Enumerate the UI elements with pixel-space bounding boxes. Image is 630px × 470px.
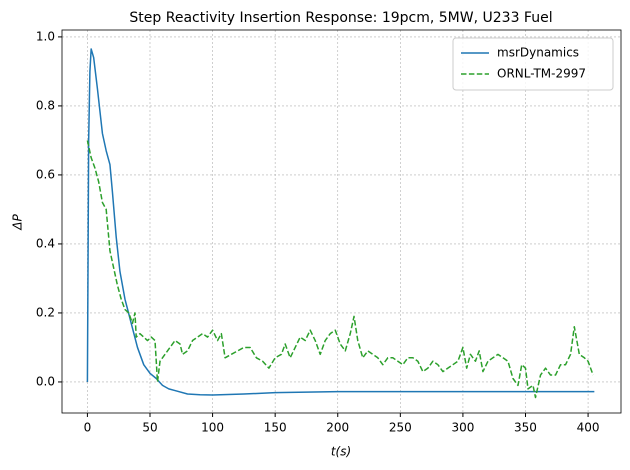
- y-tick-label: 0.6: [36, 167, 55, 181]
- y-tick-label: 0.2: [36, 305, 55, 319]
- x-axis-label: t(s): [331, 445, 351, 459]
- x-tick-label: 400: [577, 421, 600, 435]
- x-tick-label: 0: [84, 421, 92, 435]
- x-tick-label: 350: [514, 421, 537, 435]
- data-line: [86, 48, 595, 396]
- x-tick-label: 100: [201, 421, 224, 435]
- chart-title: Step Reactivity Insertion Response: 19pc…: [129, 10, 552, 26]
- plot-frame: [61, 29, 622, 414]
- x-tick-label: 200: [326, 421, 349, 435]
- y-tick-label: 1.0: [36, 29, 55, 43]
- y-tick-label: 0.0: [36, 374, 55, 388]
- x-tick-label: 250: [389, 421, 412, 435]
- y-tick-label: 0.8: [36, 98, 55, 112]
- legend: msrDynamics ORNL-TM-2997: [452, 37, 614, 91]
- y-tick-label: 0.4: [36, 236, 55, 250]
- x-tick-label: 50: [142, 421, 157, 435]
- legend-label: msrDynamics: [497, 46, 579, 60]
- legend-label: ORNL-TM-2997: [497, 67, 586, 81]
- x-tick-label: 300: [451, 421, 474, 435]
- legend-box: [452, 37, 614, 91]
- data-line: [86, 140, 594, 399]
- x-tick-label: 150: [264, 421, 287, 435]
- y-axis-label: ΔP: [11, 214, 25, 231]
